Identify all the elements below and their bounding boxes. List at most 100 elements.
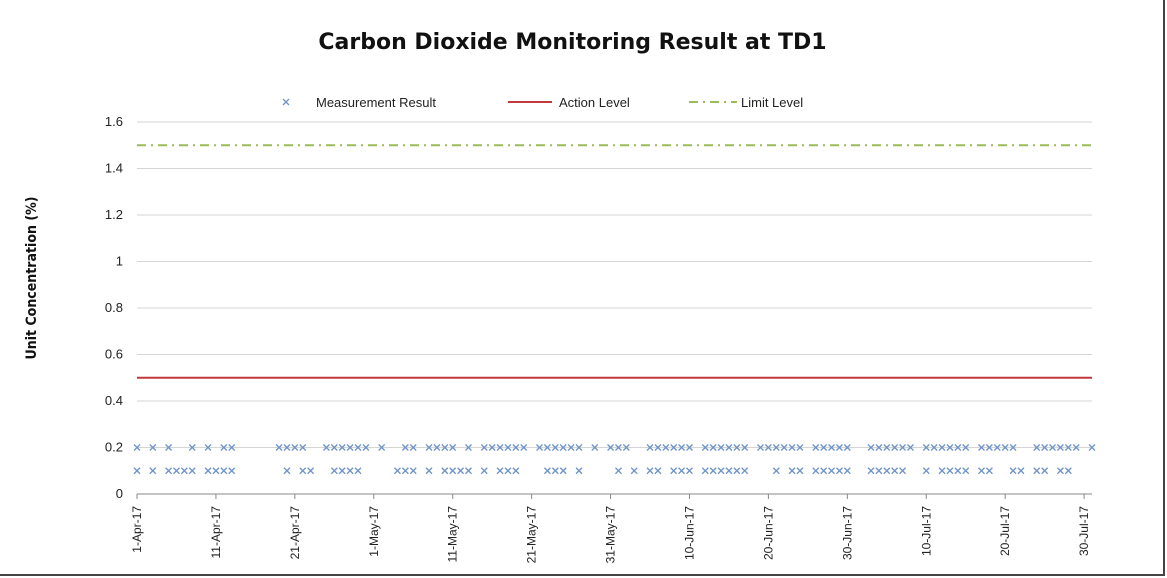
measurement-point bbox=[780, 444, 788, 451]
x-tick-label: 31-May-17 bbox=[604, 506, 618, 564]
measurement-point bbox=[835, 444, 843, 451]
measurement-point bbox=[299, 467, 307, 475]
measurement-point bbox=[1064, 444, 1072, 451]
measurement-point bbox=[835, 467, 843, 475]
measurement-point bbox=[686, 467, 693, 475]
y-tick-label: 0.2 bbox=[105, 440, 123, 455]
measurement-point bbox=[228, 467, 236, 475]
legend-label-limit: Limit Level bbox=[741, 95, 803, 110]
x-tick-label: 30-Jul-17 bbox=[1077, 506, 1091, 556]
measurement-point bbox=[512, 467, 520, 475]
measurement-point bbox=[662, 444, 670, 451]
measurement-point bbox=[393, 467, 401, 475]
measurement-point bbox=[820, 467, 828, 475]
measurement-point bbox=[875, 467, 883, 475]
measurement-point bbox=[401, 444, 409, 451]
measurement-point bbox=[962, 467, 970, 475]
y-tick-label: 1.2 bbox=[105, 207, 123, 222]
measurement-point bbox=[354, 467, 362, 475]
measurement-point bbox=[330, 467, 338, 475]
measurement-point bbox=[346, 467, 354, 475]
measurement-point bbox=[220, 444, 228, 451]
measurement-point bbox=[883, 467, 891, 475]
measurement-point bbox=[962, 444, 970, 451]
measurement-point bbox=[449, 444, 457, 451]
measurement-point bbox=[828, 467, 836, 475]
measurement-point bbox=[496, 444, 504, 451]
x-tick-label: 20-Jun-17 bbox=[761, 506, 775, 560]
x-tick-label: 1-May-17 bbox=[367, 506, 381, 557]
measurement-point bbox=[559, 467, 567, 475]
x-tick-label: 11-May-17 bbox=[446, 506, 460, 563]
measurement-point bbox=[701, 444, 709, 451]
measurement-point bbox=[725, 444, 733, 451]
measurement-point bbox=[654, 444, 662, 451]
measurement-point bbox=[543, 444, 551, 451]
measurement-point bbox=[551, 467, 559, 475]
measurement-point bbox=[954, 467, 962, 475]
measurement-point bbox=[291, 444, 299, 451]
measurement-point bbox=[188, 444, 196, 451]
x-tick-label: 11-Apr-17 bbox=[209, 506, 223, 559]
measurement-point bbox=[338, 444, 346, 451]
measurement-point bbox=[709, 444, 717, 451]
measurement-point bbox=[772, 444, 780, 451]
measurement-point bbox=[330, 444, 338, 451]
measurement-point bbox=[322, 444, 330, 451]
measurement-point bbox=[607, 444, 615, 451]
measurement-point bbox=[409, 467, 417, 475]
measurement-point bbox=[346, 444, 354, 451]
measurement-point bbox=[488, 444, 496, 451]
measurement-point bbox=[796, 444, 804, 451]
measurement-point bbox=[741, 444, 749, 451]
measurement-point bbox=[614, 444, 622, 451]
measurement-point bbox=[678, 444, 686, 451]
measurement-point bbox=[1033, 467, 1041, 475]
measurement-point bbox=[575, 444, 583, 451]
measurement-point bbox=[1072, 444, 1080, 451]
measurement-point bbox=[409, 444, 417, 451]
measurement-point bbox=[543, 467, 551, 475]
measurement-point bbox=[1033, 444, 1041, 451]
measurement-point bbox=[401, 467, 409, 475]
x-tick-label: 10-Jul-17 bbox=[919, 506, 933, 556]
measurement-point bbox=[496, 467, 504, 475]
measurement-point bbox=[899, 467, 907, 475]
y-tick-label: 1.6 bbox=[105, 114, 123, 129]
y-tick-label: 1 bbox=[116, 254, 123, 269]
measurement-point bbox=[504, 444, 512, 451]
measurement-point bbox=[899, 444, 907, 451]
measurement-point bbox=[1009, 467, 1017, 475]
measurement-point bbox=[725, 467, 733, 475]
measurement-point bbox=[670, 467, 678, 475]
measurement-point bbox=[843, 444, 851, 451]
measurement-point bbox=[733, 444, 741, 451]
measurement-point bbox=[1041, 444, 1049, 451]
measurement-point bbox=[512, 444, 520, 451]
measurement-point bbox=[820, 444, 828, 451]
measurement-point bbox=[133, 467, 141, 475]
chart-title: Carbon Dioxide Monitoring Result at TD1 bbox=[318, 30, 827, 55]
measurement-point bbox=[425, 444, 433, 451]
measurement-point bbox=[985, 467, 993, 475]
measurement-point bbox=[465, 467, 472, 475]
measurement-point bbox=[338, 467, 346, 475]
measurement-point bbox=[283, 467, 291, 475]
measurement-point bbox=[149, 467, 157, 475]
measurement-point bbox=[275, 444, 283, 451]
measurement-point bbox=[228, 444, 236, 451]
measurement-point bbox=[701, 467, 709, 475]
measurement-point bbox=[954, 444, 962, 451]
measurement-point bbox=[772, 467, 780, 475]
measurement-point bbox=[1017, 467, 1025, 475]
measurement-point bbox=[188, 467, 196, 475]
measurement-point bbox=[165, 467, 173, 475]
measurement-point bbox=[173, 467, 180, 475]
measurement-point bbox=[457, 467, 465, 475]
measurement-point bbox=[1041, 467, 1049, 475]
measurement-point bbox=[686, 444, 693, 451]
measurement-point bbox=[425, 467, 433, 475]
measurement-point bbox=[614, 467, 622, 475]
